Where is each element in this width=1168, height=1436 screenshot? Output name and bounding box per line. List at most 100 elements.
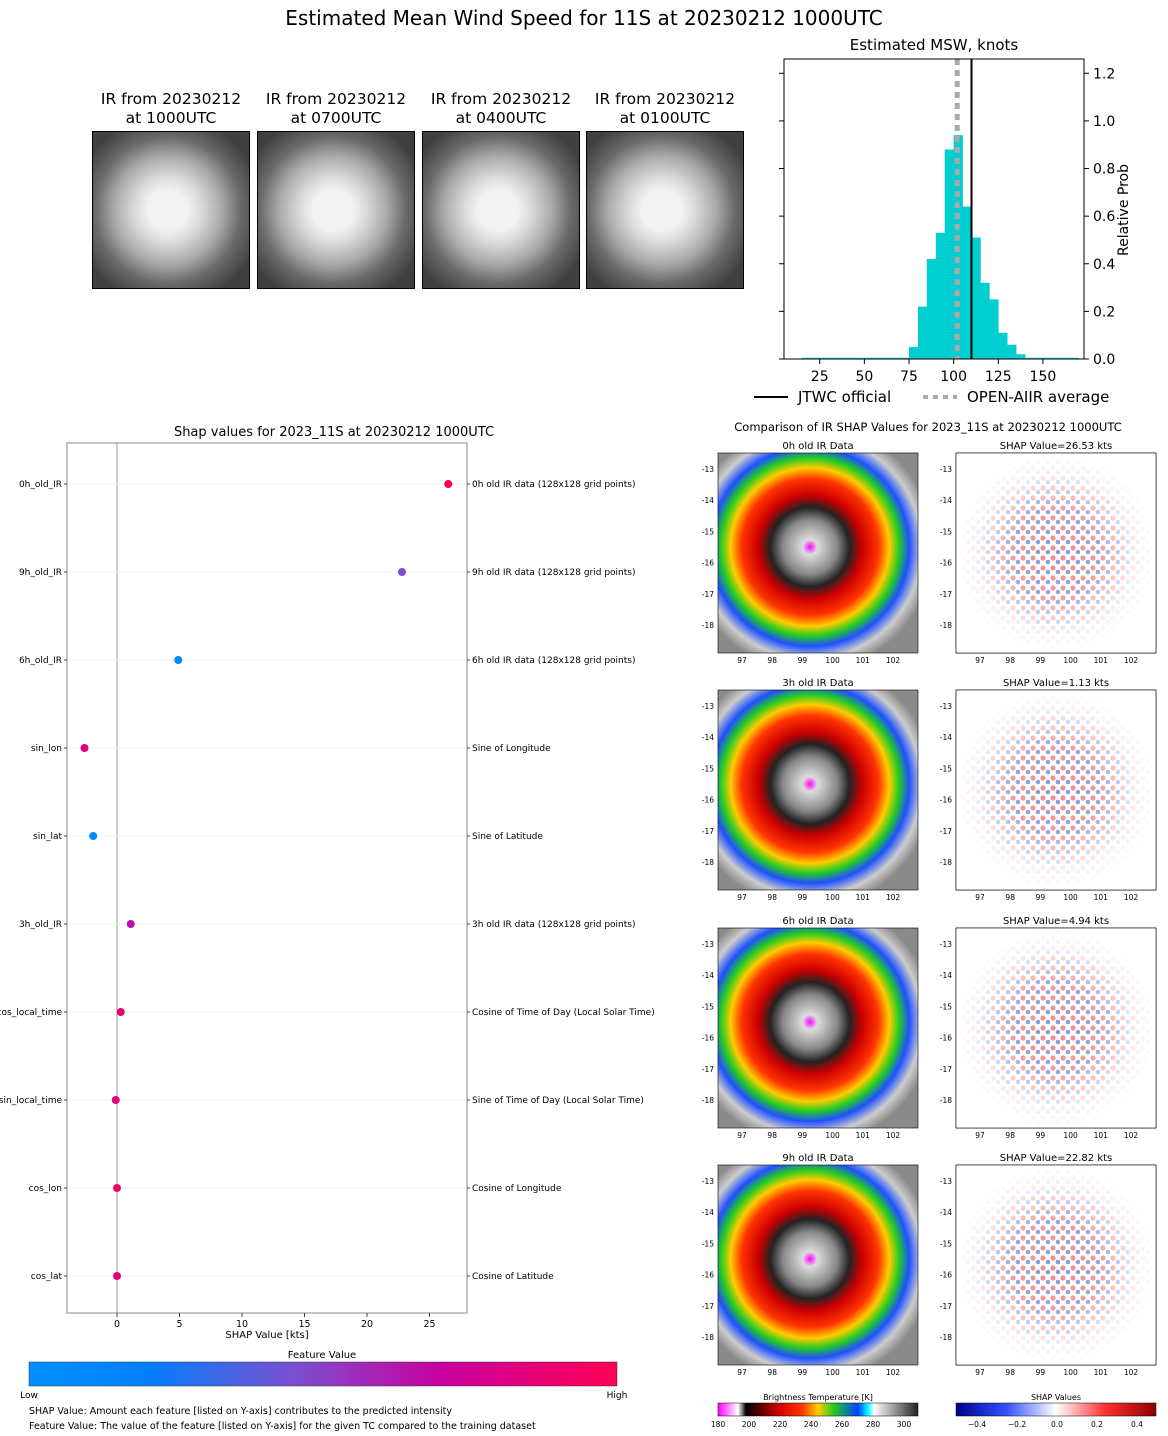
x-tick-label: 10 [236, 1319, 248, 1330]
lat-tick-label: -15 [940, 1002, 952, 1011]
feature-name-label: cos_lat [31, 1272, 63, 1282]
ir-thumbnail-image [257, 131, 415, 289]
shap-cb-tick-label: −0.4 [968, 1420, 986, 1429]
lon-tick-label: 98 [1005, 893, 1015, 902]
lat-tick-label: -14 [940, 1208, 952, 1217]
shap-colorbar-title: SHAP Values [1031, 1393, 1081, 1402]
lat-tick-label: -13 [702, 465, 714, 474]
bt-colorbar-title: Brightness Temperature [K] [763, 1393, 873, 1402]
y-tick-label: 0.8 [1093, 162, 1115, 178]
feature-desc-label: 0h old IR data (128x128 grid points) [472, 480, 635, 490]
histogram-bar [846, 357, 856, 359]
shap-cb-tick-label: 0.2 [1091, 1420, 1103, 1429]
lat-tick-label: -18 [702, 1333, 714, 1342]
histogram-bar [1016, 354, 1026, 359]
ir-data-panel [717, 689, 919, 891]
shap-panel-title: SHAP Value=26.53 kts [1000, 441, 1113, 452]
lat-tick-label: -15 [702, 764, 714, 773]
lon-tick-label: 97 [737, 1368, 747, 1377]
ir-data-panel [717, 927, 919, 1129]
histogram-bar [1060, 357, 1071, 359]
lon-tick-label: 99 [1036, 1368, 1046, 1377]
feature-name-label: 3h_old_IR [19, 920, 62, 930]
lon-tick-label: 100 [825, 656, 840, 665]
shap-point-sin-lat [89, 832, 98, 840]
shap-point-cos-lat [113, 1272, 121, 1280]
histogram-bar [819, 357, 829, 359]
shap-point-cos-local-time [116, 1008, 125, 1016]
lon-tick-label: 97 [975, 893, 985, 902]
y-tick-label: 0.2 [1093, 304, 1115, 320]
histogram-bar [980, 282, 990, 359]
histogram-bar [926, 259, 937, 359]
histogram-bar [1069, 357, 1079, 359]
shap-chart-title: Shap values for 2023_11S at 20230212 100… [174, 425, 494, 440]
histogram-bar [935, 232, 946, 359]
lon-tick-label: 99 [798, 893, 808, 902]
shap-panel-frame [955, 452, 1157, 654]
lon-tick-label: 100 [1063, 656, 1078, 665]
lat-tick-label: -16 [702, 796, 714, 805]
comparison-row-1: 3h old IR Data SHAP Value=1.13 kts -13 -14 -… [702, 678, 1157, 902]
bt-tick-label: 260 [835, 1420, 850, 1429]
bt-tick-label: 220 [773, 1420, 788, 1429]
lon-tick-label: 101 [1094, 656, 1109, 665]
lon-tick-label: 98 [767, 1368, 777, 1377]
x-tick-label: 150 [1030, 369, 1057, 385]
ir-panel-title: 0h old IR Data [782, 441, 853, 452]
lat-tick-label: -13 [940, 465, 952, 474]
shap-panel-frame [955, 689, 1157, 891]
ir-thumbnail-image [92, 131, 250, 289]
lat-tick-label: -15 [702, 527, 714, 536]
lat-tick-label: -16 [702, 1271, 714, 1280]
lat-tick-label: -17 [702, 1302, 714, 1311]
lon-tick-label: 98 [1005, 1368, 1015, 1377]
feature-desc-label: Cosine of Time of Day (Local Solar Time) [472, 1008, 655, 1018]
lon-tick-label: 97 [737, 1131, 747, 1140]
lon-tick-label: 100 [1063, 1131, 1078, 1140]
lat-tick-label: -17 [702, 827, 714, 836]
shap-panel-title: SHAP Value=22.82 kts [1000, 1153, 1113, 1164]
footnote-shap: SHAP Value: Amount each feature [listed … [29, 1406, 452, 1417]
lat-tick-label: -13 [702, 940, 714, 949]
main-title: Estimated Mean Wind Speed for 11S at 202… [285, 6, 883, 30]
shap-point-sin-local-time [111, 1096, 120, 1104]
histogram-bar [917, 306, 928, 359]
shap-panel-fade [956, 928, 1156, 1128]
lat-tick-label: -17 [940, 590, 952, 599]
lon-tick-label: 100 [1063, 893, 1078, 902]
feature-desc-label: Cosine of Latitude [472, 1272, 554, 1282]
shap-panel-title: SHAP Value=4.94 kts [1003, 916, 1109, 927]
y-tick-label: 0.4 [1093, 257, 1115, 273]
lon-tick-label: 101 [856, 1368, 871, 1377]
histogram-bar [944, 149, 954, 359]
y-tick-label: 0.6 [1093, 209, 1115, 225]
bt-tick-label: 300 [897, 1420, 912, 1429]
histogram-bar [900, 357, 910, 359]
ir-shap-comparison: Comparison of IR SHAP Values for 2023_11… [702, 420, 1157, 1429]
y-tick-label: 1.2 [1093, 66, 1115, 82]
lon-tick-label: 100 [825, 1368, 840, 1377]
x-tick-label: 15 [298, 1319, 310, 1330]
lat-tick-label: -18 [702, 1096, 714, 1105]
lon-tick-label: 102 [886, 1368, 901, 1377]
lon-tick-label: 98 [767, 656, 777, 665]
histogram-bar [971, 237, 981, 359]
shap-panel-fade [956, 1165, 1156, 1365]
lon-tick-label: 99 [1036, 1131, 1046, 1140]
colorbar-low-label: Low [20, 1391, 38, 1401]
histogram-bar [891, 357, 901, 359]
ir-thumbnail-0700utc: IR from 20230212 at 0700UTC [257, 90, 415, 289]
ir-thumbnail-image [422, 131, 580, 289]
lat-tick-label: -18 [940, 1333, 952, 1342]
lon-tick-label: 98 [767, 1131, 777, 1140]
lon-tick-label: 98 [1005, 1131, 1015, 1140]
lat-tick-label: -17 [702, 1065, 714, 1074]
x-tick-label: 5 [176, 1319, 182, 1330]
lon-tick-label: 102 [886, 1131, 901, 1140]
x-tick-label: 0 [114, 1319, 120, 1330]
lat-tick-label: -17 [940, 827, 952, 836]
histogram-bar [1051, 357, 1062, 359]
x-tick-label: 25 [811, 369, 829, 385]
feature-desc-label: 6h old IR data (128x128 grid points) [472, 656, 635, 666]
